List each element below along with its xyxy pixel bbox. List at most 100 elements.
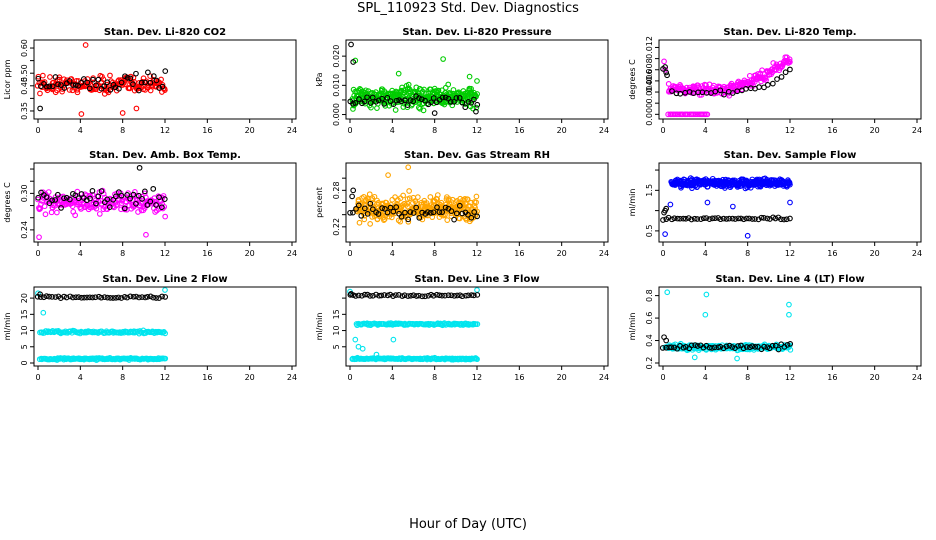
- data-point: [416, 95, 422, 101]
- x-tick-label: 24: [599, 126, 609, 135]
- data-point: [744, 232, 751, 239]
- data-point: [474, 78, 480, 84]
- data-point: [66, 196, 73, 203]
- data-point: [778, 74, 785, 80]
- x-tick-label: 16: [514, 126, 524, 135]
- data-point: [361, 216, 368, 223]
- points-layer: [35, 164, 169, 241]
- data-point: [787, 199, 793, 206]
- data-point: [82, 42, 89, 48]
- data-point: [431, 110, 438, 116]
- y-tick-label: 0.45: [20, 77, 29, 95]
- x-tick-label: 16: [514, 373, 524, 382]
- data-point: [422, 97, 428, 104]
- x-tick-label: 12: [785, 126, 795, 135]
- y-tick-label: 1.5: [645, 184, 654, 197]
- points-layer: [34, 287, 169, 363]
- chart-panel: Stan. Dev. Line 3 Flow ml/min 0 4 8 12 16 20 24 5…: [315, 274, 609, 382]
- data-point: [49, 83, 56, 90]
- data-point: [407, 292, 414, 299]
- data-point: [402, 209, 408, 216]
- data-point: [162, 330, 168, 337]
- data-point: [356, 96, 362, 102]
- data-point: [456, 215, 463, 222]
- data-point: [404, 102, 411, 108]
- y-tick-label: 0.22: [332, 218, 341, 236]
- data-point: [677, 215, 683, 222]
- plot-frame: [658, 162, 922, 243]
- x-tick-label: 20: [557, 126, 567, 135]
- data-point: [86, 294, 93, 301]
- data-point: [381, 292, 388, 298]
- data-point: [353, 205, 359, 212]
- data-point: [162, 213, 169, 220]
- data-point: [442, 292, 448, 299]
- data-point: [444, 217, 451, 223]
- data-point: [453, 95, 460, 101]
- data-point: [61, 85, 68, 91]
- x-tick-label: 8: [120, 249, 125, 258]
- plot-frame: [345, 162, 609, 243]
- data-point: [384, 94, 391, 101]
- data-point: [352, 100, 359, 106]
- data-point: [680, 215, 687, 222]
- data-point: [416, 214, 423, 221]
- data-point: [352, 336, 359, 343]
- data-point: [147, 293, 154, 300]
- panel-title: Stan. Dev. Sample Flow: [724, 150, 857, 161]
- data-point: [72, 192, 79, 199]
- data-point: [420, 107, 427, 114]
- x-tick-label: 4: [703, 126, 708, 135]
- data-point: [61, 195, 67, 202]
- data-point: [743, 344, 750, 350]
- data-point: [769, 80, 776, 87]
- panel-title: Stan. Dev. Li-820 Pressure: [402, 27, 552, 38]
- data-point: [388, 214, 395, 221]
- data-point: [692, 342, 698, 348]
- data-point: [135, 192, 142, 199]
- data-point: [783, 216, 790, 223]
- y-tick-label: 0.000: [645, 103, 654, 126]
- data-point: [749, 216, 756, 222]
- data-point: [402, 97, 408, 104]
- chart-panel: Stan. Dev. Line 4 (LT) Flow ml/min 0 4 8 12 16…: [628, 274, 922, 382]
- data-point: [440, 56, 446, 62]
- panel-title: Stan. Dev. Li-820 Temp.: [723, 27, 856, 38]
- data-point: [663, 337, 670, 344]
- data-point: [459, 293, 466, 300]
- data-point: [422, 293, 428, 300]
- points-layer: [347, 41, 481, 116]
- data-point: [350, 100, 356, 107]
- x-tick-label: 20: [245, 249, 255, 258]
- data-point: [468, 292, 475, 298]
- data-point: [416, 292, 422, 299]
- x-tick-label: 0: [347, 249, 352, 258]
- data-point: [691, 215, 698, 222]
- data-point: [161, 196, 168, 202]
- data-point: [364, 94, 370, 101]
- data-point: [124, 192, 131, 198]
- x-tick-label: 12: [160, 373, 170, 382]
- data-point: [84, 294, 90, 301]
- data-point: [787, 346, 794, 353]
- y-tick-label: 0.50: [20, 64, 29, 82]
- x-tick-label: 24: [599, 373, 609, 382]
- figure-title: SPL_110923 Std. Dev. Diagnostics: [357, 1, 579, 16]
- x-tick-label: 4: [703, 373, 708, 382]
- data-point: [401, 292, 408, 299]
- chart-panel: Stan. Dev. Amb. Box Temp. degrees C 0 4 8 12 1…: [3, 150, 297, 258]
- data-point: [442, 94, 449, 101]
- x-tick-label: 24: [287, 126, 297, 135]
- data-point: [726, 215, 733, 222]
- data-point: [703, 291, 710, 298]
- data-point: [139, 196, 145, 202]
- data-point: [153, 295, 159, 301]
- x-tick-label: 24: [912, 249, 922, 258]
- data-point: [464, 196, 471, 203]
- data-point: [382, 206, 388, 212]
- data-point: [786, 311, 792, 318]
- data-point: [36, 234, 42, 241]
- x-tick-label: 16: [827, 249, 837, 258]
- x-tick-label: 8: [432, 373, 437, 382]
- data-point: [133, 105, 140, 112]
